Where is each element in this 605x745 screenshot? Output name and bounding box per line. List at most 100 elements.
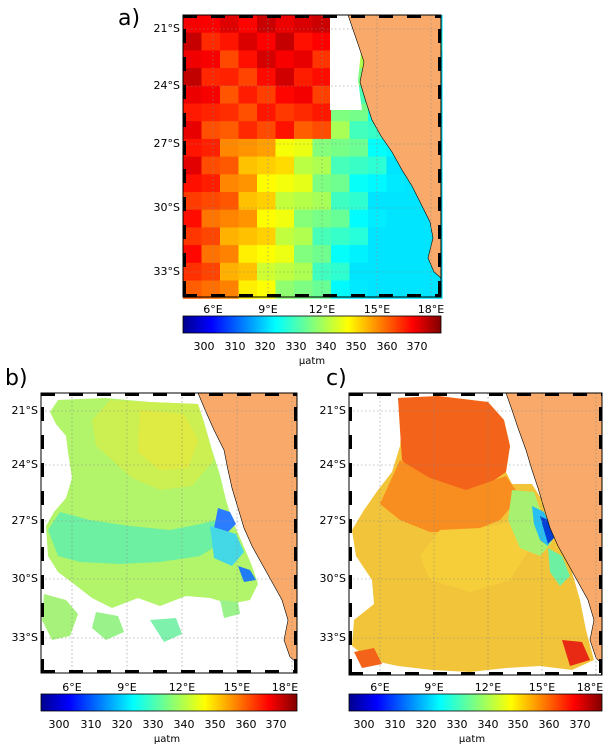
frame-outline (182, 14, 442, 298)
panel-a-colorbar-tick: 320 (255, 340, 276, 353)
frame-segment (349, 547, 352, 561)
panel-a-lat-tick: 33°S (154, 265, 180, 278)
pco2-grid-cell (405, 262, 425, 282)
pco2-grid-cell (201, 192, 221, 211)
pco2-grid-cell (312, 103, 332, 122)
panel-c-lat-tick: 24°S (320, 458, 346, 471)
frame-segment (41, 603, 44, 617)
pco2-grid-cell (220, 32, 240, 51)
frame-segment (294, 407, 297, 421)
pco2-grid-cell (294, 32, 314, 51)
pco2-grid-cell (257, 85, 277, 105)
pco2-grid-cell (275, 68, 295, 87)
pco2-grid-cell (331, 138, 351, 158)
panel-b-lat-tick: 24°S (12, 458, 38, 471)
pco2-grid-cell (257, 68, 277, 87)
pco2-grid-cell (183, 121, 203, 140)
pco2-grid-cell (294, 174, 314, 193)
panel-a-lon-tick: 15°E (364, 303, 390, 316)
pco2-grid-cell (405, 227, 425, 246)
frame-segment (601, 393, 602, 396)
panel-c-orange-band (380, 460, 520, 532)
panel-a-lon-tick: 9°E (258, 303, 277, 316)
frame-segment (438, 85, 441, 99)
pco2-grid-cell (312, 227, 332, 246)
panel-b-patch (42, 594, 78, 640)
pco2-grid-cell (201, 103, 221, 122)
frame-segment (599, 463, 602, 477)
pco2-grid-cell (201, 121, 221, 140)
frame-segment (41, 575, 44, 589)
pco2-grid-cell (220, 68, 240, 87)
frame-segment (41, 435, 44, 449)
pco2-grid-cell (349, 156, 369, 175)
panel-a-colorbar-tick: 340 (316, 340, 337, 353)
frame-segment (239, 294, 253, 297)
pco2-grid-cell (275, 103, 295, 122)
frame-segment (461, 672, 475, 675)
frame-segment (349, 435, 352, 449)
pco2-grid-cell (220, 209, 240, 228)
frame-segment (349, 631, 352, 645)
frame-segment (573, 393, 587, 396)
frame-segment (438, 197, 441, 211)
panel-c-yellow-band (420, 520, 530, 592)
pco2-grid-cell (183, 50, 203, 69)
frame-segment (433, 672, 447, 675)
frame-segment (267, 15, 281, 18)
panel-a-lon-tick: 18°E (418, 303, 444, 316)
pco2-grid-cell (405, 245, 425, 264)
frame-segment (183, 85, 186, 99)
pco2-grid-cell (275, 245, 295, 264)
panel-c-colorbar: 300 310 320 330 340 350 360 370 μatm (348, 693, 603, 745)
panel-b-colorbar-gradient (40, 693, 298, 712)
frame-segment (183, 141, 186, 155)
panel-c-colorbar-tick: 320 (416, 718, 437, 731)
frame-segment (265, 393, 279, 396)
panel-c-lon-tick: 6°E (370, 681, 389, 694)
panel-c-border (348, 392, 603, 676)
frame-segment (405, 393, 419, 396)
pco2-grid-cell (257, 262, 277, 282)
frame-segment (601, 672, 602, 675)
panel-c-upwelling-core (540, 516, 554, 544)
frame-segment (323, 294, 337, 297)
pco2-grid-cell (368, 156, 388, 175)
panel-a-lon-tick: 6°E (203, 303, 222, 316)
pco2-grid-cell (183, 32, 203, 51)
panel-a-colorbar-unit: μatm (299, 356, 325, 367)
pco2-grid-cell (238, 103, 258, 122)
panel-b: b) 21°S 24°S 27°S 30°S 33°S 6°E 9°E 12°E… (5, 366, 298, 745)
frame-segment (181, 670, 195, 673)
panel-c-patch (354, 648, 382, 668)
frame-segment (438, 113, 441, 127)
frame-segment (573, 672, 587, 675)
panel-a-border (182, 14, 442, 298)
frame-segment (438, 225, 441, 239)
pco2-grid-cell (275, 192, 295, 211)
pco2-grid-cell (257, 156, 277, 175)
frame-segment (435, 294, 441, 297)
panel-b-label: b) (5, 366, 28, 391)
panel-a-label: a) (118, 6, 140, 31)
frame-segment (41, 547, 44, 561)
pco2-grid-cell (238, 156, 258, 175)
panel-b-colorbar-tick: 320 (112, 718, 133, 731)
pco2-grid-cell (201, 32, 221, 51)
pco2-grid-cell (294, 103, 314, 122)
frame-outline (348, 392, 603, 676)
frame-segment (349, 603, 352, 617)
panel-c-colorbar-tick: 340 (478, 718, 499, 731)
panel-c-colorbar-tick: 360 (539, 718, 560, 731)
pco2-grid-cell (257, 245, 277, 264)
pco2-grid-cell (257, 32, 277, 51)
pco2-grid-cell (183, 245, 203, 264)
frame-segment (294, 519, 297, 533)
frame-segment (294, 547, 297, 561)
pco2-grid-cell (275, 174, 295, 193)
frame-segment (379, 294, 393, 297)
frame-segment (183, 113, 186, 127)
frame-segment (211, 15, 225, 18)
pco2-grid-cell (201, 209, 221, 228)
